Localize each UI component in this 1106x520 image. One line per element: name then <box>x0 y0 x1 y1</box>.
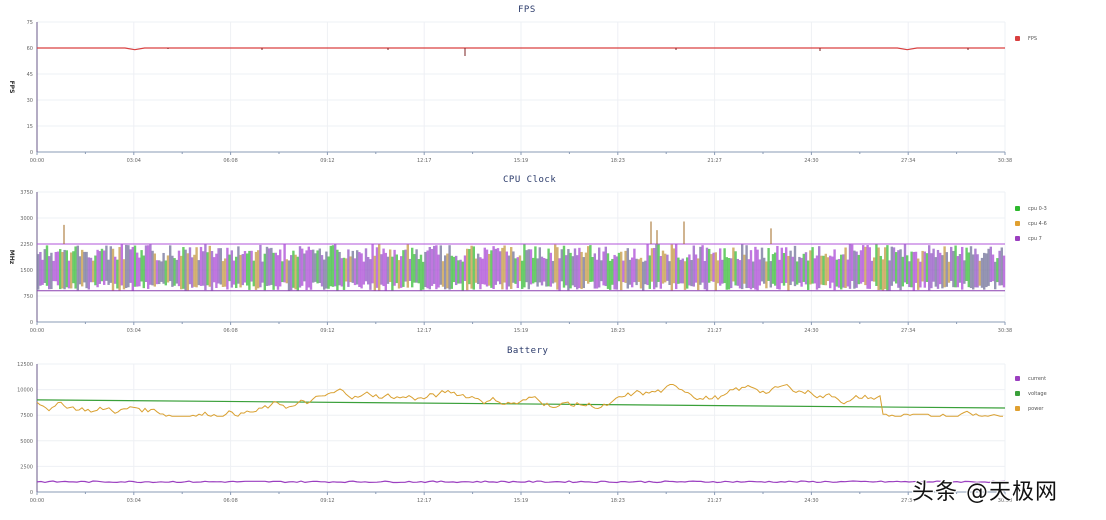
svg-text:24:30: 24:30 <box>804 328 818 334</box>
legend-swatch <box>1015 206 1020 211</box>
svg-text:3000: 3000 <box>20 216 33 222</box>
svg-text:30: 30 <box>27 98 33 104</box>
svg-text:09:12: 09:12 <box>320 328 334 334</box>
svg-text:27:34: 27:34 <box>901 328 915 334</box>
svg-text:15:19: 15:19 <box>514 158 528 164</box>
cpu-chart: CPU Clock 0 750 1500 2250 3000 3750 00:00 03:04… <box>0 170 1106 340</box>
svg-text:24:30: 24:30 <box>804 498 818 504</box>
svg-text:06:08: 06:08 <box>223 158 237 164</box>
legend-label: voltage <box>1028 390 1047 397</box>
fps-chart-title: FPS <box>518 5 536 15</box>
legend-swatch <box>1015 406 1020 411</box>
svg-text:75: 75 <box>27 20 33 26</box>
svg-text:15:19: 15:19 <box>514 498 528 504</box>
fps-legend: FPS <box>1015 31 1037 46</box>
svg-text:12:17: 12:17 <box>417 498 431 504</box>
legend-swatch <box>1015 221 1020 226</box>
legend-item-power: power <box>1015 401 1047 416</box>
svg-text:27:34: 27:34 <box>901 498 915 504</box>
svg-text:00:00: 00:00 <box>30 158 44 164</box>
svg-text:0: 0 <box>30 150 33 156</box>
fps-plot: 0 15 30 45 60 75 00:00 03:04 06:08 09:12 12:17 15:1… <box>8 20 1012 164</box>
battery-plot: 0 2500 5000 7500 10000 12500 00:00 03:04 06:08 09… <box>17 362 1012 504</box>
svg-text:24:30: 24:30 <box>804 158 818 164</box>
svg-text:15:19: 15:19 <box>514 328 528 334</box>
legend-label: current <box>1028 375 1047 382</box>
legend-item-cpu-4-6: cpu 4-6 <box>1015 216 1047 231</box>
legend-item-voltage: voltage <box>1015 386 1047 401</box>
legend-swatch <box>1015 236 1020 241</box>
svg-text:12:17: 12:17 <box>417 158 431 164</box>
svg-text:18:23: 18:23 <box>611 158 625 164</box>
svg-text:45: 45 <box>27 72 33 78</box>
svg-text:09:12: 09:12 <box>320 158 334 164</box>
svg-text:27:34: 27:34 <box>901 158 915 164</box>
legend-item-current: current <box>1015 371 1047 386</box>
svg-text:06:08: 06:08 <box>223 498 237 504</box>
svg-text:5000: 5000 <box>20 439 33 445</box>
svg-text:1500: 1500 <box>20 268 33 274</box>
svg-text:09:12: 09:12 <box>320 498 334 504</box>
svg-text:18:23: 18:23 <box>611 328 625 334</box>
svg-text:12500: 12500 <box>17 362 33 368</box>
legend-swatch <box>1015 391 1020 396</box>
svg-text:10000: 10000 <box>17 388 33 394</box>
svg-text:2500: 2500 <box>20 464 33 470</box>
svg-text:7500: 7500 <box>20 413 33 419</box>
legend-swatch <box>1015 376 1020 381</box>
svg-text:21:27: 21:27 <box>707 498 721 504</box>
legend-item-cpu-0-3: cpu 0-3 <box>1015 201 1047 216</box>
svg-text:30:38: 30:38 <box>998 498 1012 504</box>
legend-item-fps: FPS <box>1015 31 1037 46</box>
battery-legend: current voltage power <box>1015 371 1047 416</box>
legend-label: cpu 0-3 <box>1028 205 1047 212</box>
battery-chart-title: Battery <box>507 346 549 356</box>
svg-text:750: 750 <box>23 294 33 300</box>
svg-text:18:23: 18:23 <box>611 498 625 504</box>
legend-label: cpu 7 <box>1028 235 1042 242</box>
svg-text:21:27: 21:27 <box>707 328 721 334</box>
svg-text:00:00: 00:00 <box>30 498 44 504</box>
svg-text:FPS: FPS <box>8 81 15 94</box>
legend-swatch <box>1015 36 1020 41</box>
svg-text:0: 0 <box>30 320 33 326</box>
svg-text:00:00: 00:00 <box>30 328 44 334</box>
svg-text:30:38: 30:38 <box>998 158 1012 164</box>
battery-chart: Battery 0 2500 5000 7500 10000 12500 00:00 03:0… <box>0 340 1106 520</box>
svg-text:21:27: 21:27 <box>707 158 721 164</box>
svg-text:3750: 3750 <box>20 190 33 196</box>
svg-text:0: 0 <box>30 490 33 496</box>
svg-text:60: 60 <box>27 46 33 52</box>
cpu-chart-title: CPU Clock <box>503 175 557 185</box>
svg-text:MHz: MHz <box>8 250 15 265</box>
cpu-plot: 0 750 1500 2250 3000 3750 00:00 03:04 06:08 09:12… <box>8 190 1012 334</box>
svg-text:06:08: 06:08 <box>223 328 237 334</box>
legend-item-cpu-7: cpu 7 <box>1015 231 1047 246</box>
svg-text:12:17: 12:17 <box>417 328 431 334</box>
svg-text:2250: 2250 <box>20 242 33 248</box>
cpu-legend: cpu 0-3 cpu 4-6 cpu 7 <box>1015 201 1047 246</box>
svg-text:15: 15 <box>27 124 33 130</box>
svg-text:03:04: 03:04 <box>127 498 141 504</box>
legend-label: cpu 4-6 <box>1028 220 1047 227</box>
fps-chart: FPS 0 15 30 45 60 75 00:00 03:04 06:08 09:12 12:17… <box>0 0 1106 170</box>
legend-label: FPS <box>1028 35 1038 42</box>
legend-label: power <box>1028 405 1044 412</box>
watermark: 头条 @天极网 <box>912 480 1058 505</box>
svg-text:30:38: 30:38 <box>998 328 1012 334</box>
svg-text:03:04: 03:04 <box>127 328 141 334</box>
svg-text:03:04: 03:04 <box>127 158 141 164</box>
